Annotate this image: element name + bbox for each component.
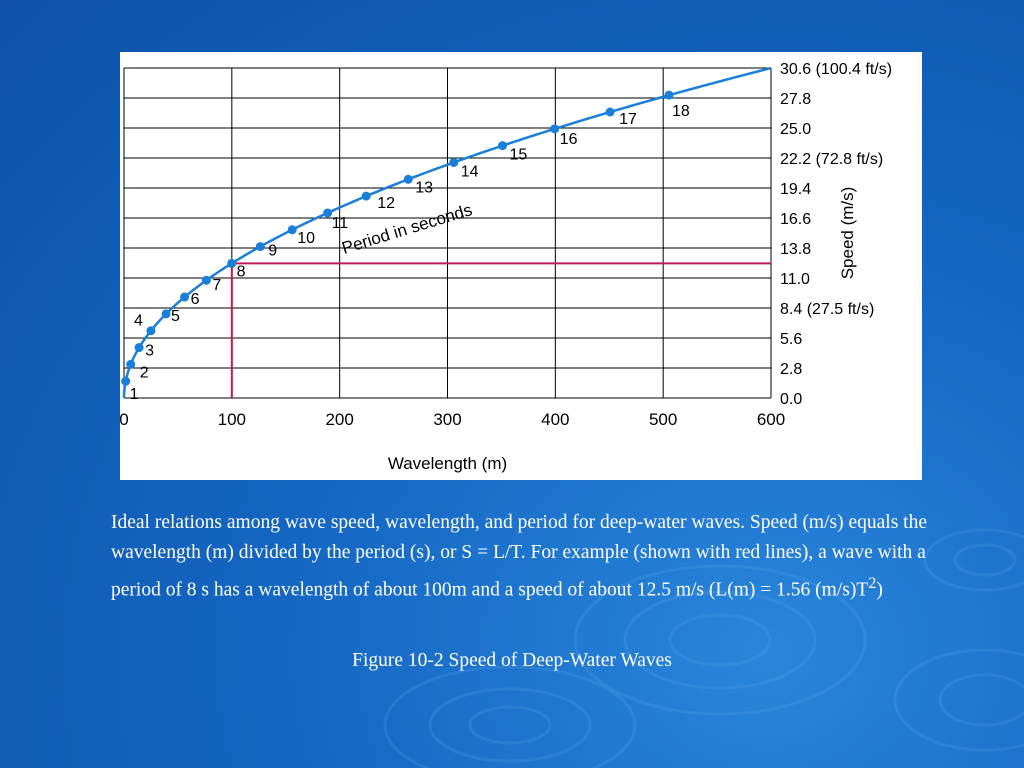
x-tick-label: 400 <box>541 410 569 429</box>
highlight-line <box>230 262 771 398</box>
curve-label: Period in seconds <box>340 200 475 258</box>
data-point <box>664 90 674 100</box>
y-tick-label: 2.8 <box>780 361 802 378</box>
period-label: 3 <box>145 343 154 360</box>
x-tick-label: 300 <box>433 410 461 429</box>
y-tick-label: 13.8 <box>780 241 811 258</box>
y-tick-label: 22.2 (72.8 ft/s) <box>780 151 883 168</box>
y-axis-title: Speed (m/s) <box>838 187 857 280</box>
period-label: 4 <box>134 313 143 330</box>
data-point <box>605 107 615 117</box>
y-tick-label: 30.6 (100.4 ft/s) <box>780 61 892 78</box>
data-point <box>201 275 211 285</box>
x-tick-label: 200 <box>325 410 353 429</box>
y-tick-label: 19.4 <box>780 181 811 198</box>
period-label: 8 <box>237 263 246 280</box>
data-point <box>449 157 459 167</box>
y-tick-label: 16.6 <box>780 211 811 228</box>
period-label: 11 <box>332 215 349 232</box>
data-point <box>227 258 237 268</box>
data-point <box>287 225 297 235</box>
x-tick-label: 600 <box>757 410 785 429</box>
y-tick-label: 27.8 <box>780 91 811 108</box>
period-label: 12 <box>377 195 395 212</box>
period-label: 9 <box>268 243 277 260</box>
wave-speed-chart: 0 100 200 300 400 500 600 0.0 2.8 5.6 8.4 (27.5 ft… <box>120 61 892 473</box>
y-tick-label: 0.0 <box>780 391 802 408</box>
data-point <box>146 326 156 336</box>
period-label: 5 <box>171 308 180 325</box>
y-tick-label: 8.4 (27.5 ft/s) <box>780 301 874 318</box>
data-point <box>121 376 131 386</box>
y-tick-label: 25.0 <box>780 121 811 138</box>
period-label: 13 <box>415 179 433 196</box>
period-label: 10 <box>297 230 315 247</box>
data-point <box>161 309 171 319</box>
period-label: 17 <box>619 111 637 128</box>
period-label: 16 <box>560 131 578 148</box>
data-point <box>255 242 265 252</box>
y-tick-label: 11.0 <box>780 271 810 288</box>
x-tick-label: 100 <box>218 410 246 429</box>
data-point <box>361 191 371 201</box>
period-label: 7 <box>212 277 221 294</box>
data-point <box>403 174 413 184</box>
speed-curve <box>122 66 772 399</box>
caption-body: Ideal relations among wave speed, wavele… <box>111 512 927 601</box>
data-point <box>134 343 144 353</box>
period-label: 14 <box>461 163 479 180</box>
caption-close-paren: ) <box>876 579 883 601</box>
period-label: 15 <box>509 147 527 164</box>
data-point <box>180 292 190 302</box>
x-tick-label: 500 <box>649 410 677 429</box>
period-label: 2 <box>140 364 149 381</box>
y-tick-label: 5.6 <box>780 331 802 348</box>
period-label: 18 <box>672 103 690 120</box>
x-axis-title: Wavelength (m) <box>388 454 507 473</box>
chart-panel: 0 100 200 300 400 500 600 0.0 2.8 5.6 8.4 (27.5 ft… <box>120 52 922 480</box>
data-point <box>126 359 136 369</box>
figure-title: Figure 10-2 Speed of Deep-Water Waves <box>352 650 672 671</box>
caption-text: Ideal relations among wave speed, wavele… <box>111 508 961 606</box>
x-tick-label: 0 <box>120 410 129 429</box>
period-label: 6 <box>191 291 200 308</box>
data-point <box>497 141 507 151</box>
caption-superscript: 2 <box>868 574 877 592</box>
data-point <box>323 208 333 218</box>
data-point <box>550 124 560 134</box>
period-label: 1 <box>130 386 139 403</box>
